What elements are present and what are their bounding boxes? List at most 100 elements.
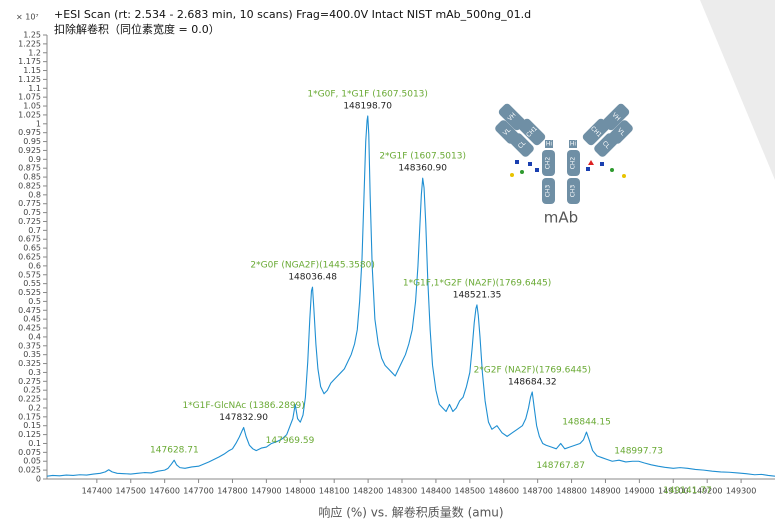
peak-label: 147832.90	[219, 413, 268, 423]
peak-label: 148997.73	[614, 447, 663, 457]
peak-label: 148036.48	[288, 273, 337, 283]
icon-label: Hi	[546, 141, 553, 148]
y-tick-label: 0.95	[23, 137, 41, 146]
x-tick-label: 147800	[217, 487, 248, 496]
peak-annotation: 1*G1F,1*G2F (NA2F)(1769.6445)	[403, 278, 551, 288]
y-tick-label: 0.325	[18, 359, 41, 368]
peak-annotation: 2*G0F (NGA2F)(1445.3580)	[250, 261, 374, 271]
x-tick-label: 148600	[488, 487, 519, 496]
x-tick-label: 148900	[590, 487, 621, 496]
x-tick-label: 147900	[251, 487, 282, 496]
y-tick-label: 0.275	[18, 377, 41, 386]
peak-annotation: 1*G1F-GlcNAc (1386.2899)	[182, 401, 304, 411]
y-tick-label: 0.375	[18, 341, 41, 350]
icon-label: CL	[601, 140, 612, 151]
corner-decoration	[700, 0, 775, 180]
x-tick-label: 148200	[353, 487, 384, 496]
x-tick-label: 147600	[149, 487, 180, 496]
y-tick-label: 0.575	[18, 270, 41, 279]
peak-annotation: 1*G0F, 1*G1F (1607.5013)	[307, 89, 427, 99]
y-tick-label: 0.175	[18, 412, 41, 421]
peak-label: 148844.15	[562, 418, 611, 428]
y-tick-label: 0.4	[28, 332, 41, 341]
icon-caption: mAb	[544, 209, 578, 227]
peak-label: 148684.32	[508, 377, 557, 387]
icon-label: VH	[506, 111, 517, 122]
x-axis-label: 响应 (%) vs. 解卷积质量数 (amu)	[318, 505, 503, 520]
y-tick-label: 0.85	[23, 173, 41, 182]
peak-label: 148198.70	[343, 101, 392, 111]
y-tick-label: 1.175	[18, 57, 41, 66]
y-tick-label: 1.05	[23, 102, 41, 111]
peak-label: 148360.90	[398, 164, 447, 174]
x-tick-label: 148500	[455, 487, 486, 496]
icon-label: VL	[502, 126, 513, 137]
y-tick-label: 0.55	[23, 279, 41, 288]
icon-label: CH3	[545, 185, 552, 198]
icon-label: CH2	[545, 157, 552, 170]
y-tick-label: 0.6	[28, 261, 41, 270]
y-tick-label: 0.725	[18, 217, 41, 226]
peak-label: 147969.59	[266, 436, 315, 446]
y-tick-label: 0.225	[18, 395, 41, 404]
y-tick-label: 0.075	[18, 448, 41, 457]
y-tick-label: 0.425	[18, 324, 41, 333]
icon-label: VL	[616, 127, 627, 138]
y-tick-label: 1	[36, 119, 41, 128]
y-tick-label: 1.25	[23, 31, 41, 40]
y-tick-label: 0.625	[18, 253, 41, 262]
y-tick-label: 0.775	[18, 199, 41, 208]
y-tick-label: 1.15	[23, 66, 41, 75]
y-tick-label: 0.45	[23, 315, 41, 324]
icon-label: Hi	[570, 141, 577, 148]
x-tick-label: 148300	[387, 487, 418, 496]
x-tick-label: 149000	[624, 487, 655, 496]
peak-label: 148521.35	[453, 290, 502, 300]
y-tick-label: 0.2	[28, 403, 41, 412]
y-tick-label: 0.525	[18, 288, 41, 297]
y-tick-label: 0.15	[23, 421, 41, 430]
peak-annotation: 2*G2F (NA2F)(1769.6445)	[474, 365, 591, 375]
x-tick-label: 148000	[285, 487, 316, 496]
peak-annotation: 2*G1F (1607.5013)	[379, 152, 466, 162]
x-tick-label: 148700	[522, 487, 553, 496]
peak-label: 147628.71	[150, 446, 199, 456]
x-tick-label: 147400	[82, 487, 113, 496]
y-multiplier: × 10⁷	[16, 13, 39, 22]
icon-label: VH	[610, 111, 621, 122]
antibody-shape	[495, 103, 633, 204]
y-tick-label: 1.225	[18, 39, 41, 48]
y-tick-label: 0.925	[18, 146, 41, 155]
y-tick-label: 0.7	[28, 226, 41, 235]
x-tick-label: 149100	[658, 487, 689, 496]
icon-label: CL	[517, 139, 528, 150]
x-tick-label: 149300	[726, 487, 757, 496]
y-tick-label: 1.125	[18, 75, 41, 84]
y-tick-label: 0.1	[28, 439, 41, 448]
icon-label: CH2	[570, 157, 577, 170]
y-tick-label: 0.125	[18, 430, 41, 439]
chart-subtitle: 扣除解卷积（同位素宽度 = 0.0）	[54, 22, 220, 36]
y-tick-label: 1.075	[18, 93, 41, 102]
x-tick-label: 148100	[319, 487, 350, 496]
x-tick-label: 147500	[115, 487, 146, 496]
x-tick-label: 147700	[183, 487, 214, 496]
y-tick-label: 0.025	[18, 466, 41, 475]
peak-label: 149141.77	[663, 486, 712, 496]
x-tick-label: 149200	[692, 487, 723, 496]
y-tick-label: 0.8	[28, 190, 41, 199]
spectrum-line	[46, 115, 775, 477]
y-tick-label: 0.5	[28, 297, 41, 306]
y-tick-label: 0.475	[18, 306, 41, 315]
y-tick-label: 0.35	[23, 350, 41, 359]
y-tick-label: 0.25	[23, 386, 41, 395]
y-tick-label: 1.2	[28, 48, 41, 57]
chart-title: +ESI Scan (rt: 2.534 - 2.683 min, 10 sca…	[54, 8, 531, 21]
x-tick-label: 148400	[421, 487, 452, 496]
y-tick-label: 0.05	[23, 457, 41, 466]
y-tick-label: 0.9	[28, 155, 41, 164]
y-tick-label: 0	[36, 475, 41, 484]
y-tick-label: 1.1	[28, 84, 41, 93]
